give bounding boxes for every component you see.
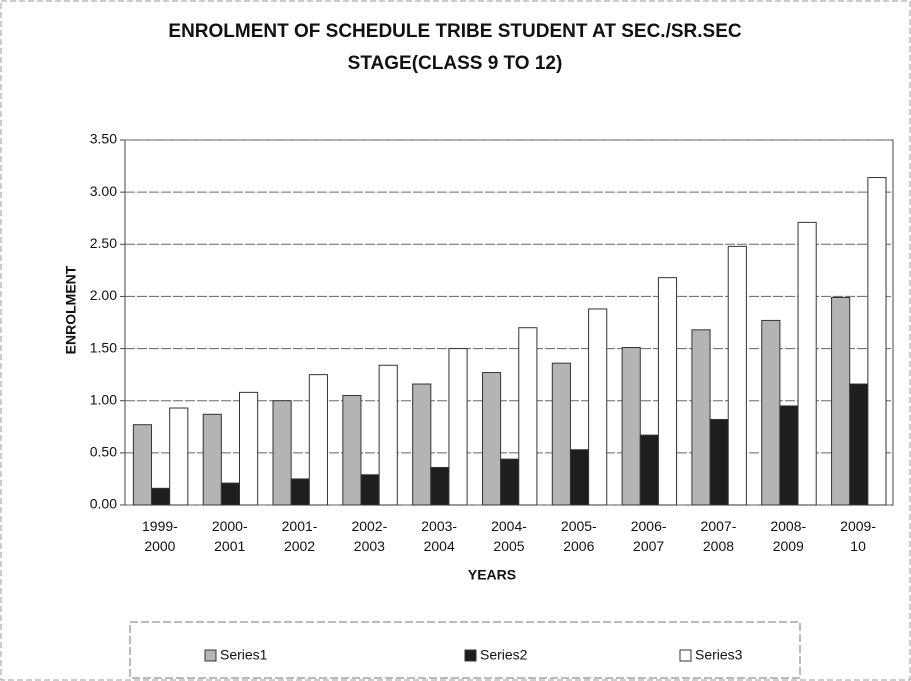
- x-tick-label: 2005-2006: [561, 518, 597, 554]
- legend-swatch: [204, 649, 217, 662]
- bar: [779, 405, 799, 506]
- legend-box: [129, 621, 801, 679]
- bar: [132, 424, 153, 506]
- legend-label: Series3: [695, 647, 743, 663]
- y-tick-label: 1.50: [90, 339, 117, 355]
- y-axis-title: ENROLMENT: [63, 265, 79, 354]
- x-tick-label: 2009-10: [840, 518, 876, 554]
- bar: [551, 362, 571, 506]
- bar: [831, 296, 851, 506]
- bar: [709, 418, 729, 506]
- bar: [412, 383, 432, 506]
- bar: [308, 374, 328, 506]
- bar: [430, 466, 450, 506]
- bar: [569, 449, 590, 506]
- y-tick-label: 3.50: [90, 131, 117, 147]
- y-tick-label: 0.50: [90, 444, 117, 460]
- chart-title: ENROLMENT OF SCHEDULE TRIBE STUDENT AT S…: [168, 21, 741, 42]
- bar: [621, 347, 641, 506]
- x-tick-label: 2004-2005: [491, 518, 527, 554]
- bar: [342, 395, 362, 506]
- x-axis-title: YEARS: [468, 567, 516, 583]
- bar: [867, 177, 887, 506]
- y-tick-label: 3.00: [90, 183, 117, 199]
- legend-swatch: [464, 649, 477, 662]
- legend-swatch: [679, 649, 692, 662]
- x-tick-label: 2006-2007: [631, 518, 667, 554]
- x-tick-label: 2000-2001: [212, 518, 248, 554]
- bar: [657, 277, 678, 506]
- bar: [761, 319, 781, 506]
- legend-label: Series1: [220, 647, 268, 663]
- bar: [500, 458, 520, 506]
- chart-title: STAGE(CLASS 9 TO 12): [348, 53, 563, 74]
- y-tick-label: 2.50: [90, 235, 117, 251]
- bar: [849, 383, 869, 506]
- x-tick-label: 2008-2009: [770, 518, 806, 554]
- bar: [378, 364, 398, 506]
- x-tick-label: 2003-2004: [421, 518, 457, 554]
- bar: [518, 327, 538, 506]
- bar: [727, 245, 747, 506]
- bar: [448, 348, 468, 506]
- bar: [588, 308, 608, 506]
- bar: [151, 487, 171, 506]
- y-tick-label: 1.00: [90, 391, 117, 407]
- legend-label: Series2: [480, 647, 528, 663]
- bar: [202, 413, 222, 506]
- bar: [272, 400, 292, 506]
- bar: [360, 474, 380, 506]
- x-tick-label: 1999-2000: [142, 518, 178, 554]
- x-tick-label: 2001-2002: [282, 518, 318, 554]
- bar: [169, 407, 189, 506]
- x-tick-label: 2007-2008: [701, 518, 737, 554]
- y-tick-label: 0.00: [90, 496, 117, 512]
- bar: [481, 372, 502, 506]
- x-tick-label: 2002-2003: [351, 518, 387, 554]
- bar: [639, 434, 659, 506]
- bar: [239, 391, 259, 506]
- bar: [691, 329, 711, 506]
- bar: [797, 221, 817, 506]
- y-tick-label: 2.00: [90, 287, 117, 303]
- bar: [220, 482, 241, 506]
- bar: [290, 478, 310, 506]
